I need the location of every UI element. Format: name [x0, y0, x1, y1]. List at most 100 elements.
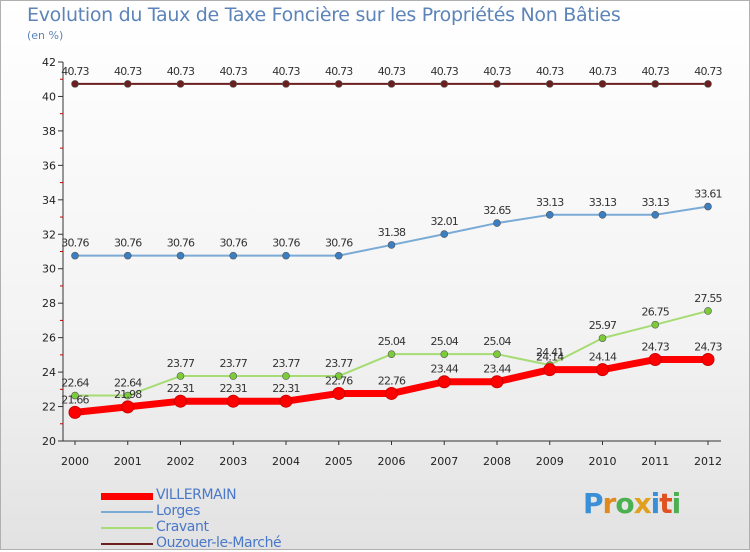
data-label: 22.64	[114, 377, 142, 390]
y-tick-label: 22	[42, 401, 56, 414]
x-tick-label: 2007	[430, 455, 458, 468]
proxiti-logo: Proxiti	[583, 487, 681, 520]
data-label: 21.66	[61, 393, 89, 406]
data-point	[334, 251, 343, 260]
data-point	[648, 353, 662, 367]
data-point	[123, 391, 132, 400]
data-point	[282, 80, 290, 88]
data-point	[493, 219, 501, 227]
data-label: 40.73	[114, 65, 142, 78]
y-tick-label: 34	[42, 194, 56, 207]
x-tick-label: 2000	[61, 455, 89, 468]
data-point	[387, 350, 396, 358]
data-label: 40.73	[589, 65, 617, 78]
data-point	[282, 251, 290, 260]
y-tick-label: 24	[42, 366, 56, 379]
data-label: 30.76	[272, 237, 300, 250]
y-tick-label: 38	[42, 125, 56, 138]
data-label: 33.13	[642, 196, 670, 209]
data-label: 22.31	[272, 382, 300, 395]
logo-letter: o	[615, 487, 634, 520]
data-label: 31.38	[378, 226, 406, 239]
legend-swatch	[101, 527, 153, 529]
legend-label: Cravant	[156, 519, 209, 535]
data-point	[68, 405, 82, 419]
data-label: 40.73	[220, 65, 248, 78]
data-label: 40.73	[536, 65, 564, 78]
y-tick-label: 20	[42, 435, 56, 448]
data-label: 40.73	[167, 65, 195, 78]
data-point	[651, 80, 660, 88]
data-label: 21.98	[114, 388, 142, 401]
data-label: 32.01	[431, 215, 459, 228]
data-point	[229, 372, 238, 380]
data-point	[279, 394, 293, 408]
data-point	[71, 80, 79, 88]
data-label: 23.44	[431, 363, 459, 376]
data-label: 30.76	[61, 237, 89, 250]
data-label: 27.55	[694, 292, 722, 305]
data-label: 33.13	[589, 196, 617, 209]
data-point	[334, 372, 343, 380]
legend-label: Ouzouer-le-Marché	[156, 535, 282, 551]
data-point	[596, 363, 609, 377]
legend-swatch	[101, 543, 153, 545]
x-tick-label: 2012	[694, 455, 722, 468]
data-label: 23.44	[483, 363, 511, 376]
data-label: 24.73	[642, 341, 670, 354]
data-point	[493, 80, 501, 88]
data-label: 25.97	[589, 319, 617, 332]
data-point	[123, 80, 132, 88]
data-label: 30.76	[114, 237, 142, 250]
data-label: 40.73	[431, 65, 459, 78]
y-tick-label: 26	[42, 332, 56, 345]
chart-title: Evolution du Taux de Taxe Foncière sur l…	[27, 4, 621, 26]
data-point	[174, 394, 187, 408]
data-point	[545, 211, 554, 219]
data-point	[387, 241, 396, 249]
data-label: 25.04	[483, 335, 511, 348]
data-label: 30.76	[220, 237, 248, 250]
data-label: 40.73	[378, 65, 406, 78]
data-label: 24.14	[589, 351, 617, 364]
x-tick-label: 2003	[219, 455, 247, 468]
unit-label: (en %)	[27, 29, 64, 42]
data-label: 40.73	[642, 65, 670, 78]
legend-swatch	[101, 493, 153, 500]
y-tick-label: 30	[42, 263, 56, 276]
data-label: 33.13	[536, 196, 564, 209]
data-point	[229, 251, 238, 260]
data-label: 22.76	[378, 374, 406, 387]
data-point	[598, 211, 607, 219]
data-point	[704, 80, 712, 88]
data-point	[282, 372, 290, 380]
data-point	[176, 372, 185, 380]
data-point	[440, 230, 449, 238]
data-point	[334, 80, 343, 88]
data-point	[176, 80, 185, 88]
data-point	[490, 375, 504, 389]
data-label: 22.31	[220, 382, 248, 395]
y-tick-label: 40	[42, 90, 56, 103]
data-point	[332, 386, 346, 400]
logo-letter: r	[602, 487, 617, 520]
x-tick-label: 2002	[167, 455, 195, 468]
data-label: 22.31	[167, 382, 195, 395]
data-point	[651, 211, 660, 219]
data-label: 24.73	[694, 341, 722, 354]
data-point	[651, 320, 660, 329]
y-tick-label: 36	[42, 159, 56, 172]
data-point	[701, 353, 715, 367]
data-point	[704, 202, 712, 211]
logo-letter: i	[650, 487, 661, 520]
x-tick-label: 2004	[272, 455, 300, 468]
logo-letter: t	[659, 487, 672, 520]
data-point	[226, 394, 240, 408]
data-point	[387, 80, 396, 88]
data-label: 26.75	[642, 306, 670, 319]
x-tick-label: 2005	[325, 455, 353, 468]
data-label: 23.77	[220, 357, 248, 370]
logo-letter: x	[633, 487, 652, 520]
x-tick-label: 2011	[641, 455, 669, 468]
